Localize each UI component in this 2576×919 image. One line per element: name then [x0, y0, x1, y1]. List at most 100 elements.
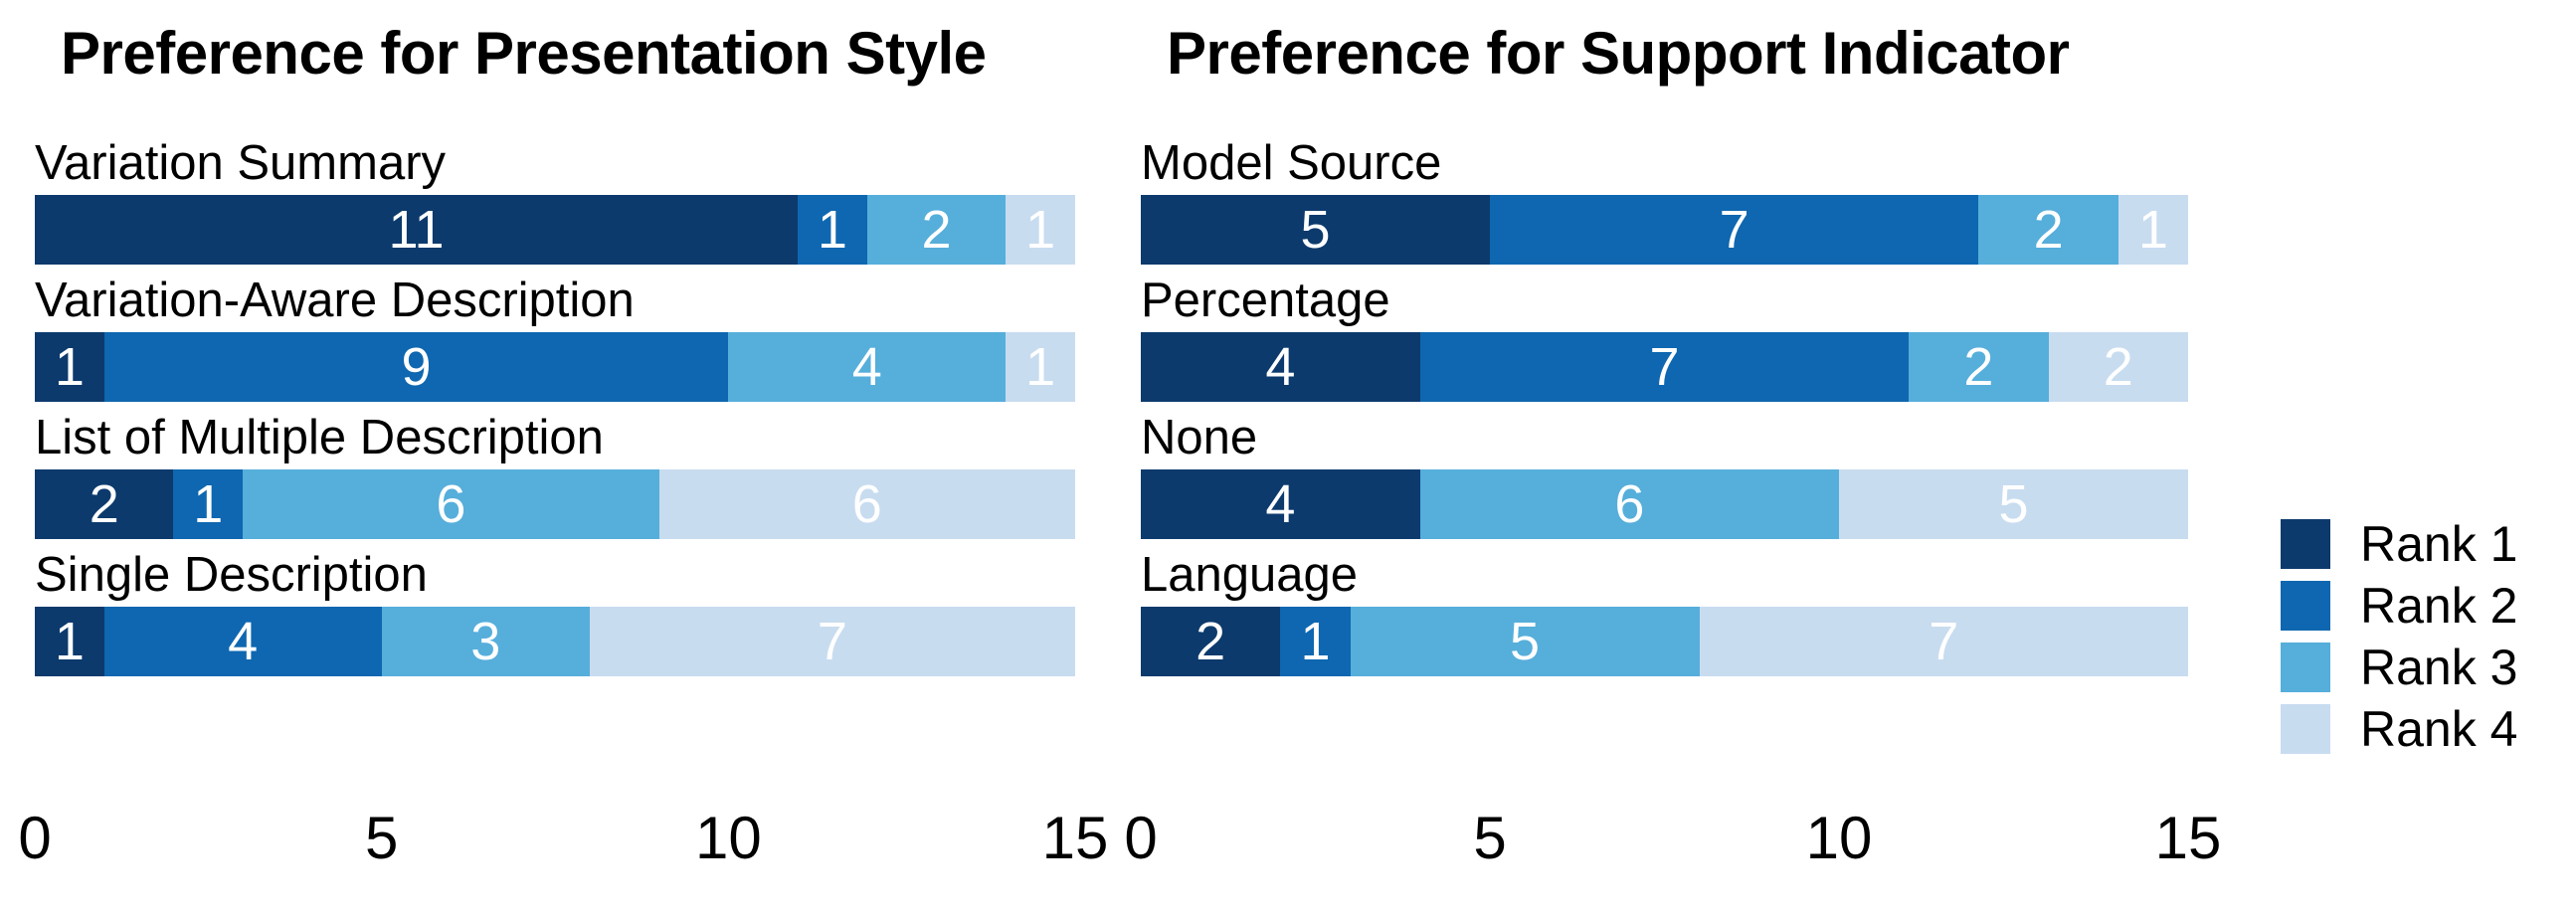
legend-label: Rank 2 — [2360, 578, 2518, 634]
bar-segment-value: 5 — [1510, 612, 1541, 671]
legend-item: Rank 4 — [2281, 704, 2517, 754]
bar-row: None 4 6 5 — [1141, 410, 2188, 539]
bar-segment-value: 6 — [1614, 474, 1645, 534]
bar-segment: 1 — [35, 332, 104, 402]
bar-segment: 5 — [1141, 195, 1490, 265]
stacked-bar: 2 1 6 6 — [35, 469, 1075, 539]
bar-segment-value: 4 — [851, 337, 882, 397]
legend-swatch-icon — [2281, 704, 2330, 754]
x-axis-presentation-style: 0 5 10 15 — [18, 804, 1108, 873]
x-axis-tick-label: 15 — [1041, 805, 1109, 871]
bar-segment-value: 6 — [851, 474, 882, 534]
bar-segment-value: 1 — [1025, 337, 1056, 397]
bar-row: Variation Summary 11 1 2 1 — [35, 135, 1075, 265]
bar-segment-value: 7 — [1649, 337, 1680, 397]
x-axis-tick-label: 10 — [694, 805, 762, 871]
bar-row-label: Single Description — [35, 548, 428, 602]
bar-segment: 4 — [1141, 332, 1420, 402]
legend-item: Rank 2 — [2281, 581, 2517, 631]
bar-segment: 6 — [243, 469, 659, 539]
bar-rows-presentation-style: Variation Summary 11 1 2 1 Variation-Aware De… — [35, 135, 1075, 676]
x-axis-tick-label: 0 — [18, 805, 52, 871]
bar-row: Variation-Aware Description 1 9 4 1 — [35, 273, 1075, 402]
bar-segment: 2 — [35, 469, 174, 539]
bar-row-label: Variation Summary — [35, 136, 447, 190]
bar-segment-value: 7 — [817, 612, 847, 671]
bar-segment: 1 — [1006, 332, 1075, 402]
chart-title-presentation-style: Preference for Presentation Style — [61, 20, 987, 87]
bar-segment: 1 — [173, 469, 244, 539]
bar-segment: 7 — [1699, 607, 2188, 676]
bar-segment-value: 1 — [54, 612, 85, 671]
bar-segment-value: 2 — [1963, 337, 1994, 397]
bar-segment-value: 3 — [470, 612, 501, 671]
bar-segment: 2 — [1909, 332, 2049, 402]
bar-segment-value: 1 — [2137, 200, 2168, 260]
stacked-bar: 5 7 2 1 — [1141, 195, 2188, 265]
bar-row-label: None — [1141, 411, 1258, 464]
legend-label: Rank 3 — [2360, 640, 2518, 695]
bar-row-label: Language — [1141, 548, 1359, 602]
bar-segment: 7 — [589, 607, 1075, 676]
legend-label: Rank 4 — [2360, 701, 2518, 757]
stacked-bar: 4 6 5 — [1141, 469, 2188, 539]
bar-segment: 11 — [35, 195, 799, 265]
bar-segment-value: 1 — [54, 337, 85, 397]
legend: Rank 1 Rank 2 Rank 3 Rank 4 — [2281, 519, 2517, 754]
bar-segment-value: 2 — [1196, 612, 1226, 671]
bar-row: Percentage 4 7 2 2 — [1141, 273, 2188, 402]
bar-segment-value: 2 — [2033, 200, 2064, 260]
bar-segment: 1 — [35, 607, 104, 676]
bar-segment-value: 2 — [89, 474, 119, 534]
legend-label: Rank 1 — [2360, 516, 2518, 572]
bar-segment-value: 4 — [1265, 474, 1296, 534]
x-axis-support-indicator: 0 5 10 15 — [1124, 804, 2221, 873]
x-axis-tick-label: 0 — [1124, 805, 1158, 871]
bar-segment: 2 — [1141, 607, 1281, 676]
bar-segment: 7 — [1419, 332, 1910, 402]
bar-segment-value: 4 — [228, 612, 259, 671]
stacked-bar: 11 1 2 1 — [35, 195, 1075, 265]
bar-segment-value: 1 — [1300, 612, 1331, 671]
bar-segment: 2 — [1978, 195, 2118, 265]
bar-segment-value: 11 — [388, 200, 445, 260]
stacked-bar: 1 4 3 7 — [35, 607, 1075, 676]
bar-segment-value: 9 — [401, 337, 432, 397]
bar-segment-value: 7 — [1929, 612, 1959, 671]
bar-segment: 3 — [381, 607, 590, 676]
bar-segment-value: 1 — [1025, 200, 1056, 260]
bar-segment: 1 — [1280, 607, 1351, 676]
bar-row: Single Description 1 4 3 7 — [35, 547, 1075, 676]
bar-row-label: Percentage — [1141, 274, 1390, 327]
chart-presentation-style: Preference for Presentation Style Variat… — [18, 0, 1108, 919]
bar-segment: 2 — [2048, 332, 2188, 402]
bar-segment-value: 4 — [1265, 337, 1296, 397]
chart-support-indicator: Preference for Support Indicator Model S… — [1124, 0, 2221, 919]
bar-segment-value: 5 — [1998, 474, 2029, 534]
legend-item: Rank 3 — [2281, 643, 2517, 692]
legend-swatch-icon — [2281, 581, 2330, 631]
bar-rows-support-indicator: Model Source 5 7 2 1 Percentage 4 7 2 2 None 4 6 5 Lan… — [1141, 135, 2188, 676]
bar-segment: 5 — [1838, 469, 2188, 539]
stacked-bar: 4 7 2 2 — [1141, 332, 2188, 402]
bar-segment-value: 1 — [817, 200, 847, 260]
x-axis-tick-label: 15 — [2154, 805, 2222, 871]
bar-segment-value: 1 — [193, 474, 224, 534]
chart-title-support-indicator: Preference for Support Indicator — [1167, 20, 2070, 87]
bar-segment: 1 — [1006, 195, 1075, 265]
bar-segment: 4 — [1141, 469, 1420, 539]
legend-item: Rank 1 — [2281, 519, 2517, 569]
legend-swatch-icon — [2281, 519, 2330, 569]
bar-row-label: Variation-Aware Description — [35, 274, 635, 327]
bar-row-label: List of Multiple Description — [35, 411, 604, 464]
bar-segment-value: 5 — [1300, 200, 1331, 260]
bar-segment: 6 — [658, 469, 1075, 539]
stacked-bar: 2 1 5 7 — [1141, 607, 2188, 676]
bar-segment: 6 — [1419, 469, 1839, 539]
x-axis-tick-label: 5 — [364, 805, 399, 871]
bar-row-label: Model Source — [1141, 136, 1442, 190]
bar-segment-value: 2 — [921, 200, 952, 260]
bar-row: List of Multiple Description 2 1 6 6 — [35, 410, 1075, 539]
